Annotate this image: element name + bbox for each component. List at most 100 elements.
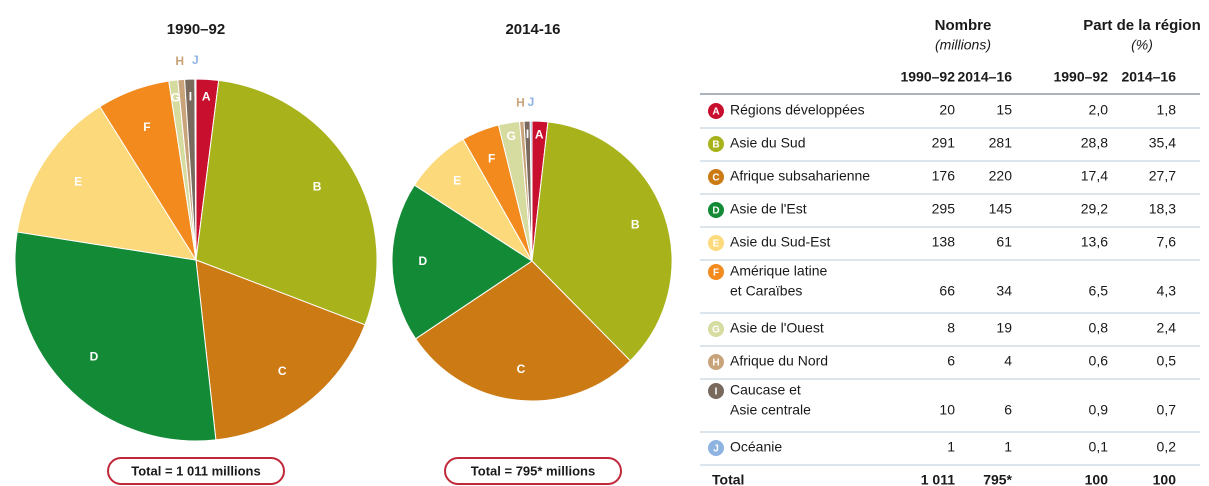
- cell: 138: [932, 234, 956, 250]
- slice-label: I: [526, 127, 529, 141]
- slice-label: G: [171, 91, 180, 105]
- cell: 7,6: [1157, 234, 1177, 250]
- row-name: Régions développées: [730, 102, 865, 118]
- pie-slice: [14, 231, 217, 442]
- row-icon-letter: J: [713, 444, 719, 455]
- cell: 2,0: [1089, 102, 1109, 118]
- total-cell: 1 011: [921, 472, 955, 486]
- pie-slice: [195, 79, 378, 326]
- row-icon: [708, 103, 724, 119]
- pie-slice: [194, 78, 197, 261]
- slice-label: C: [278, 364, 287, 378]
- pie-slice: [16, 105, 198, 261]
- cell: 0,1: [1089, 439, 1109, 455]
- cell: 15: [996, 102, 1012, 118]
- row-name: Amérique latine: [730, 263, 827, 279]
- slice-label: H: [516, 96, 525, 110]
- header-title: Nombre: [935, 17, 992, 34]
- cell: 61: [996, 234, 1012, 250]
- total-cell: 795*: [983, 472, 1012, 486]
- slice-label: E: [453, 174, 461, 188]
- header-title: Part de la région: [1083, 17, 1201, 34]
- slice-label: D: [418, 254, 427, 268]
- cell: 66: [939, 283, 955, 299]
- row-name: Asie de l'Est: [730, 201, 807, 217]
- slice-label: J: [192, 53, 199, 67]
- slice-label: H: [175, 54, 184, 68]
- row-icon-letter: B: [712, 140, 719, 151]
- pie-slice: [531, 121, 673, 362]
- row-icon: [708, 321, 724, 337]
- cell: 295: [932, 201, 956, 217]
- cell: 0,5: [1157, 353, 1177, 369]
- row-icon-letter: A: [712, 107, 719, 118]
- slice-label: E: [74, 174, 82, 188]
- cell: 6: [1004, 402, 1012, 418]
- total-cell: 100: [1153, 472, 1177, 486]
- total-label: Total = 795* millions: [471, 463, 595, 478]
- cell: 4: [1004, 353, 1012, 369]
- pie-title: 1990–92: [167, 21, 225, 38]
- cell: 0,7: [1157, 402, 1177, 418]
- cell: 1,8: [1157, 102, 1177, 118]
- row-icon-letter: H: [712, 358, 719, 369]
- cell: 17,4: [1081, 168, 1108, 184]
- cell: 10: [939, 402, 955, 418]
- row-icon-letter: G: [712, 325, 720, 336]
- row-icon-letter: E: [713, 239, 720, 250]
- row-icon: [708, 383, 724, 399]
- cell: 35,4: [1149, 135, 1176, 151]
- row-name: et Caraïbes: [730, 283, 802, 299]
- pie-title: 2014-16: [505, 21, 560, 38]
- header-subtitle: (%): [1131, 37, 1153, 53]
- cell: 28,8: [1081, 135, 1108, 151]
- cell: 0,9: [1089, 402, 1109, 418]
- slice-label: C: [517, 362, 526, 376]
- slice-label: D: [90, 350, 99, 364]
- row-name: Asie centrale: [730, 402, 811, 418]
- cell: 0,2: [1157, 439, 1177, 455]
- row-name: Océanie: [730, 439, 782, 455]
- total-name: Total: [712, 472, 744, 486]
- pie-slice: [195, 259, 366, 441]
- row-name: Caucase et: [730, 382, 801, 398]
- row-icon-letter: I: [715, 387, 718, 398]
- row-name: Asie de l'Ouest: [730, 320, 824, 336]
- column-header: 2014–16: [1121, 69, 1176, 85]
- row-icon-letter: D: [712, 206, 719, 217]
- cell: 27,7: [1149, 168, 1176, 184]
- pie-slice: [529, 120, 533, 262]
- row-icon: [708, 136, 724, 152]
- row-name: Asie du Sud: [730, 135, 806, 151]
- cell: 18,3: [1149, 201, 1176, 217]
- cell: 13,6: [1081, 234, 1108, 250]
- total-pill: [444, 457, 622, 485]
- slice-label: G: [507, 129, 516, 143]
- row-name: Afrique du Nord: [730, 353, 828, 369]
- cell: 0,8: [1089, 320, 1109, 336]
- cell: 176: [932, 168, 956, 184]
- cell: 220: [989, 168, 1013, 184]
- row-icon: [708, 202, 724, 218]
- cell: 6,5: [1089, 283, 1109, 299]
- column-header: 2014–16: [957, 69, 1012, 85]
- slice-label: I: [189, 89, 192, 103]
- slice-label: F: [143, 120, 150, 134]
- cell: 2,4: [1157, 320, 1177, 336]
- pie-slice: [414, 260, 631, 402]
- cell: 19: [996, 320, 1012, 336]
- row-icon: [708, 440, 724, 456]
- row-name: Asie du Sud-Est: [730, 234, 830, 250]
- row-icon: [708, 169, 724, 185]
- cell: 20: [939, 102, 955, 118]
- pie-slice: [391, 184, 533, 340]
- cell: 0,6: [1089, 353, 1109, 369]
- cell: 8: [947, 320, 955, 336]
- row-icon: [708, 235, 724, 251]
- cell: 29,2: [1081, 201, 1108, 217]
- cell: 34: [996, 283, 1012, 299]
- slice-label: B: [313, 180, 322, 194]
- row-name: Afrique subsaharienne: [730, 168, 870, 184]
- row-icon: [708, 264, 724, 280]
